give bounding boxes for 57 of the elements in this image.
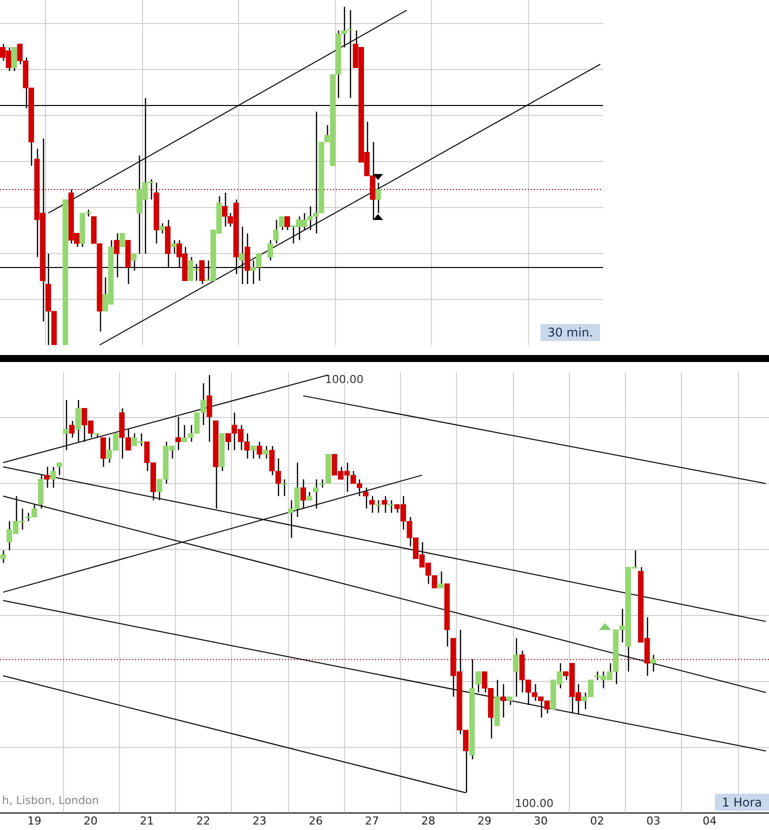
candlestick <box>512 638 519 698</box>
candlestick <box>375 500 382 514</box>
candlestick <box>32 504 38 518</box>
candlestick <box>356 478 362 497</box>
x-tick-label: 29 <box>478 814 492 828</box>
candlestick <box>475 670 482 694</box>
x-tick-label: 30 <box>534 814 548 828</box>
candlestick <box>159 222 165 234</box>
annotation: 30 min. <box>547 326 594 340</box>
candlestick <box>200 382 206 426</box>
candlestick <box>273 219 279 244</box>
x-tick-label: 03 <box>646 814 660 828</box>
candlestick <box>369 495 375 514</box>
candlestick <box>275 458 282 497</box>
candlestick <box>284 216 290 231</box>
candlestick <box>312 111 319 234</box>
candlestick <box>194 412 200 434</box>
candlestick <box>222 192 228 228</box>
candlestick <box>388 500 394 514</box>
x-tick-label: 22 <box>196 814 210 828</box>
candlestick <box>69 420 75 438</box>
x-tick-label: 23 <box>252 814 266 828</box>
candlestick <box>382 495 388 514</box>
x-tick-label: 28 <box>421 814 436 828</box>
candlestick <box>375 182 382 214</box>
text: h, Lisbon, London <box>2 794 99 808</box>
candlestick <box>519 650 525 694</box>
x-tick-label: 19 <box>27 814 42 828</box>
candlestick <box>278 216 284 231</box>
x-tick-label: 04 <box>702 814 717 828</box>
candlestick <box>300 478 306 510</box>
x-tick-label: 02 <box>590 814 604 828</box>
candlestick <box>119 408 125 460</box>
x-tick-label: 20 <box>84 814 98 828</box>
candlestick <box>250 445 256 460</box>
candlestick <box>256 441 262 460</box>
x-tick-label: 21 <box>140 814 154 828</box>
candlestick <box>282 478 288 497</box>
text: 100.00 <box>515 796 554 810</box>
candlestick <box>525 679 532 706</box>
candlestick <box>269 445 275 476</box>
annotation: 100.00 <box>325 372 364 386</box>
x-tick-label: 27 <box>364 814 379 828</box>
candlestick <box>267 240 274 262</box>
candlestick <box>125 428 131 451</box>
candlestick <box>188 424 194 442</box>
candlestick <box>438 570 444 589</box>
candlestick <box>225 432 232 451</box>
candlestick <box>170 240 176 254</box>
candlestick <box>182 424 188 442</box>
text: 1 Hora <box>722 795 762 810</box>
candlestick <box>362 487 369 510</box>
x-tick-label: 26 <box>308 814 323 828</box>
candlestick <box>75 399 81 442</box>
candlestick <box>119 233 126 248</box>
candlestick <box>11 46 18 72</box>
candlestick <box>650 654 656 672</box>
